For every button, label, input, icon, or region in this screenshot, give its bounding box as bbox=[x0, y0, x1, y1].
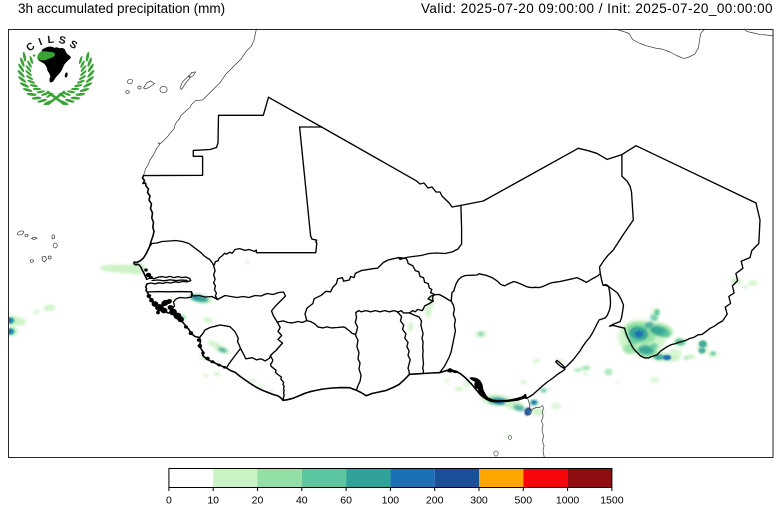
svg-text:S: S bbox=[57, 34, 67, 47]
svg-text:I: I bbox=[37, 36, 44, 48]
svg-text:10: 10 bbox=[207, 495, 219, 507]
svg-text:300: 300 bbox=[470, 495, 488, 507]
svg-text:200: 200 bbox=[426, 495, 444, 507]
svg-text:0: 0 bbox=[166, 495, 172, 507]
svg-text:20: 20 bbox=[252, 495, 264, 507]
svg-text:40: 40 bbox=[296, 495, 308, 507]
svg-text:60: 60 bbox=[340, 495, 352, 507]
svg-text:L: L bbox=[47, 34, 55, 47]
svg-text:100: 100 bbox=[382, 495, 400, 507]
svg-text:1500: 1500 bbox=[600, 495, 624, 507]
svg-text:500: 500 bbox=[515, 495, 533, 507]
svg-text:1000: 1000 bbox=[556, 495, 580, 507]
